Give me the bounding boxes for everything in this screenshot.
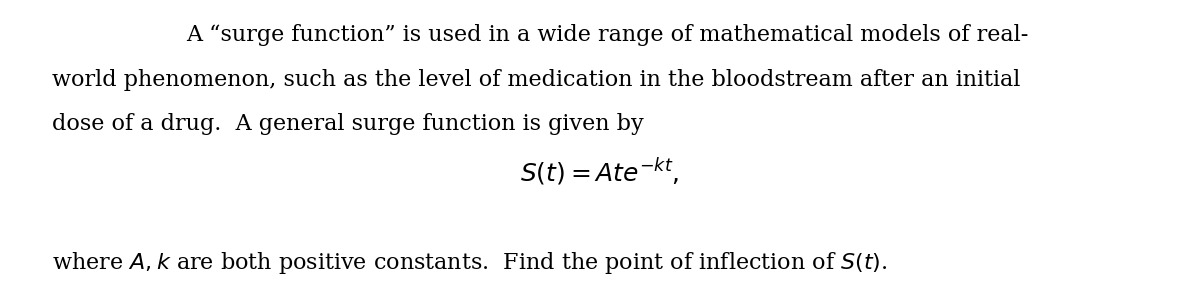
Text: world phenomenon, such as the level of medication in the bloodstream after an in: world phenomenon, such as the level of m… <box>52 69 1020 91</box>
Text: where $A, k$ are both positive constants.  Find the point of inflection of $S(t): where $A, k$ are both positive constants… <box>52 250 887 276</box>
Text: $S(t) = Ate^{-kt},$: $S(t) = Ate^{-kt},$ <box>521 156 679 188</box>
Text: dose of a drug.  A general surge function is given by: dose of a drug. A general surge function… <box>52 113 643 135</box>
Text: A “surge function” is used in a wide range of mathematical models of real-: A “surge function” is used in a wide ran… <box>186 24 1028 46</box>
